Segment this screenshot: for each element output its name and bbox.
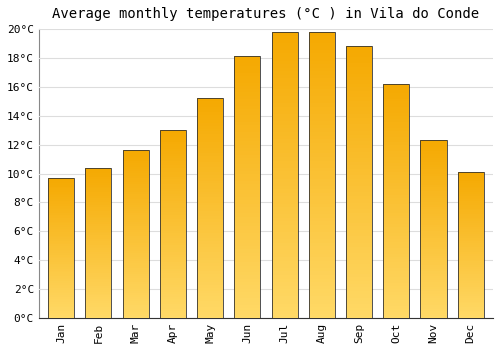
Bar [86,168,112,318]
Bar [458,172,483,318]
Bar [197,98,223,318]
Title: Average monthly temperatures (°C ) in Vila do Conde: Average monthly temperatures (°C ) in Vi… [52,7,480,21]
Bar [346,47,372,318]
Bar [383,84,409,318]
Bar [122,150,148,318]
Bar [420,140,446,318]
Bar [308,32,335,318]
Bar [48,178,74,318]
Bar [160,130,186,318]
Bar [272,32,297,318]
Bar [234,56,260,318]
